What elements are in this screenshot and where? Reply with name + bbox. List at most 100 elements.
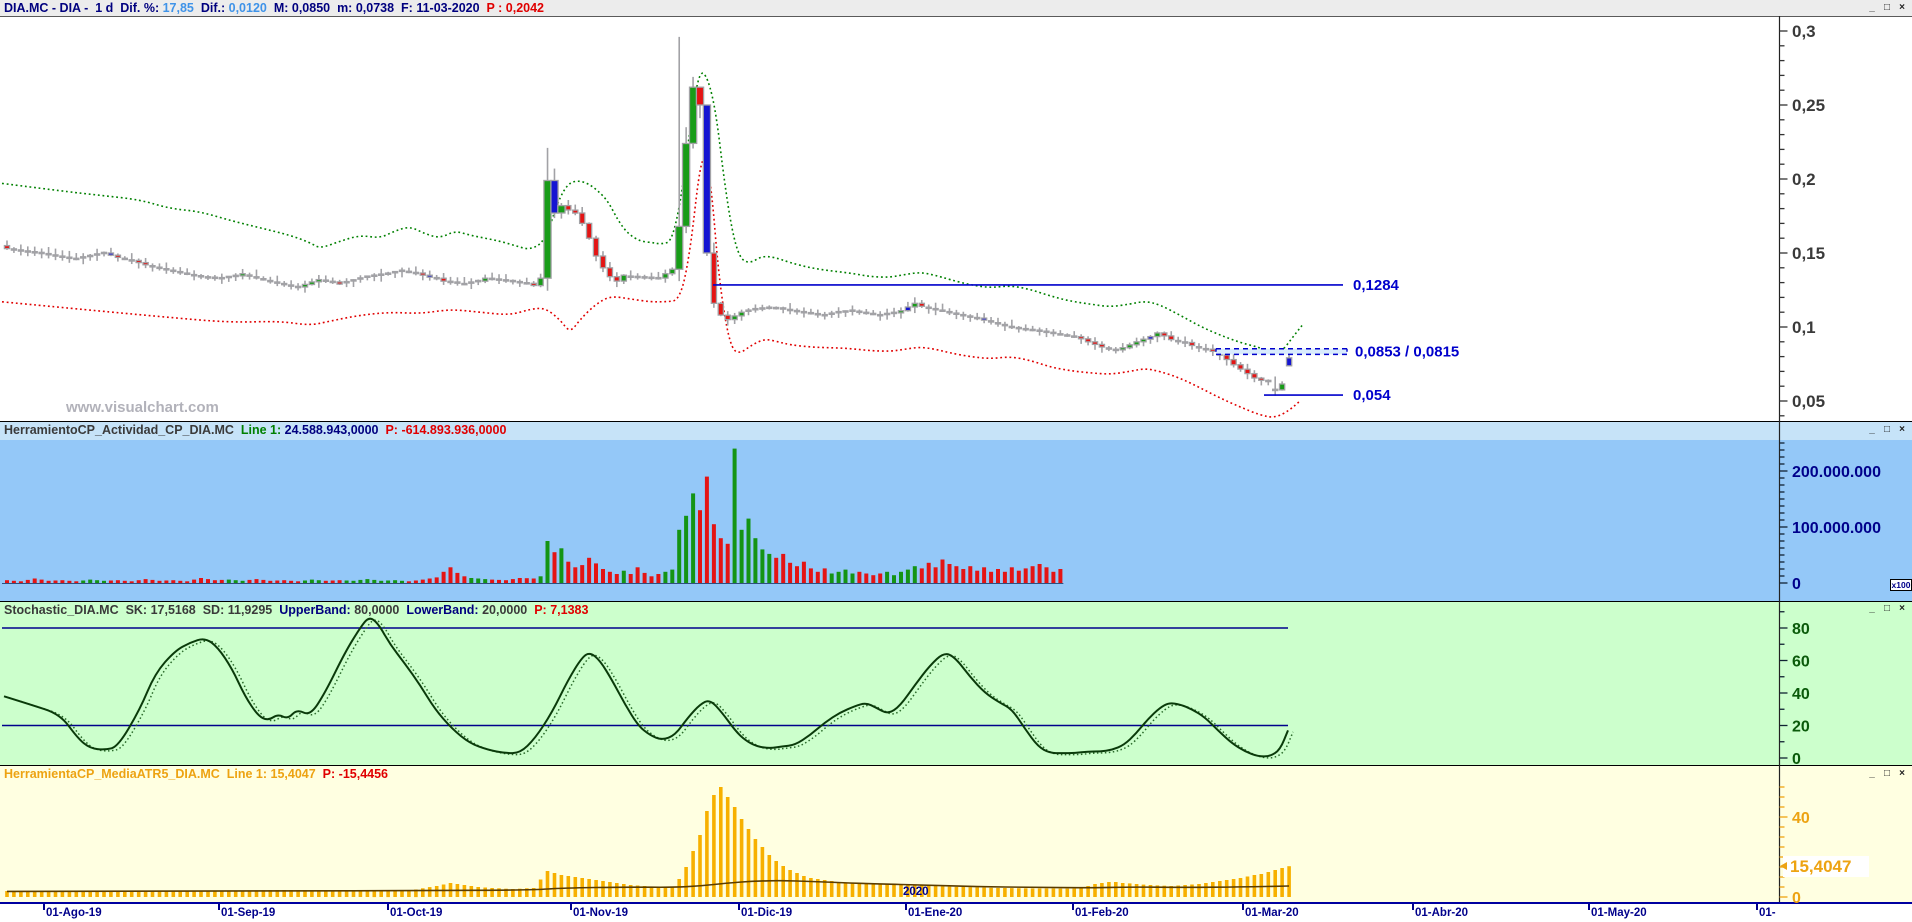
price-candle-doji (946, 310, 953, 314)
stoch-sd-value: 11,9295 (227, 603, 273, 617)
minimize-button[interactable]: _ (1869, 768, 1875, 779)
price-candle (440, 277, 447, 282)
price-candle-doji (856, 310, 863, 314)
price-candle-doji (80, 256, 87, 259)
date-tick (1412, 904, 1414, 910)
price-candle-doji (253, 276, 260, 279)
price-candle-doji (627, 275, 634, 278)
price-candle (572, 209, 579, 214)
price-candle-doji (412, 271, 420, 275)
price-candle (710, 252, 718, 304)
last-price-value: 0,2042 (505, 1, 544, 15)
price-candle (550, 179, 559, 214)
close-button[interactable]: × (1899, 424, 1905, 435)
price-band (1, 72, 1303, 354)
price-candle-doji (371, 274, 378, 277)
price-candle-doji (378, 273, 385, 276)
volume-line1-label: Line 1: (240, 423, 282, 437)
date-tick (738, 904, 740, 910)
close-button[interactable]: × (1899, 2, 1905, 13)
price-candle (738, 311, 745, 317)
price-candle (1098, 343, 1106, 348)
price-candle-doji (1043, 330, 1050, 334)
date-tick-label: 01-Ene-20 (908, 907, 963, 919)
price-candle (426, 274, 433, 278)
price-candle-doji (987, 320, 995, 323)
price-candle-doji (1022, 327, 1029, 331)
price-candle (1230, 358, 1237, 366)
price-candle (620, 274, 628, 282)
low-value: 0,0738 (355, 1, 395, 15)
minimize-button[interactable]: _ (1869, 2, 1875, 13)
price-candle-doji (447, 280, 454, 284)
price-candle (1140, 338, 1147, 343)
price-candle (599, 255, 607, 269)
price-candle (702, 104, 712, 254)
price-candle (904, 306, 912, 312)
price-candle-doji (932, 307, 939, 311)
price-candle-doji (391, 270, 399, 274)
price-level-label: 0,1284 (1353, 277, 1400, 294)
close-button[interactable]: × (1899, 603, 1905, 614)
panel-divider (0, 421, 1912, 422)
price-candle (301, 283, 309, 288)
price-candle (419, 272, 427, 276)
minimize-button[interactable]: _ (1869, 424, 1875, 435)
maximize-button[interactable]: □ (1883, 768, 1891, 779)
price-candle-doji (814, 312, 821, 316)
stoch-p-value: 7,1383 (550, 603, 589, 617)
price-candle-doji (163, 268, 170, 271)
maximize-button[interactable]: □ (1883, 424, 1891, 435)
price-level-band (1216, 348, 1347, 355)
price-candle (1167, 335, 1175, 341)
price-panel-header: DIA.MC - DIA - 1 d Dif. %: 17,85 Dif.: 0… (0, 0, 1912, 17)
price-candle-doji (1050, 331, 1057, 335)
volume-p-value: -614.893.936,0000 (401, 423, 507, 437)
price-candle-doji (66, 256, 73, 260)
date-tick (1242, 904, 1244, 910)
date-value: 11-03-2020 (416, 1, 480, 15)
price-candle (688, 86, 698, 145)
price-candle (1244, 368, 1251, 375)
atr-line1-label: Line 1: (226, 767, 268, 781)
maximize-button[interactable]: □ (1883, 2, 1891, 13)
volume-p-label: P: (385, 423, 398, 437)
price-candle-doji (31, 251, 38, 254)
price-candle-doji (960, 313, 967, 317)
time-axis[interactable]: 01-Ago-19 01-Sep-19 01-Oct-19 01-Nov-19 01-D… (0, 904, 1912, 922)
date-tick (1588, 904, 1590, 910)
instrument-name: DIA.MC - DIA - (4, 1, 89, 15)
close-button[interactable]: × (1899, 768, 1905, 779)
price-candle-doji (73, 257, 80, 261)
price-candle (1223, 354, 1230, 361)
atr-panel: HerramientaCP_MediaATR5_DIA.MC Line 1: 1… (0, 766, 1912, 902)
price-candle-doji (773, 306, 780, 310)
date-tick-label: 01-Abr-20 (1415, 907, 1469, 919)
price-candle-doji (849, 309, 856, 312)
price-candle-doji (232, 274, 239, 278)
price-candle-doji (516, 280, 523, 284)
price-candle-doji (398, 269, 406, 273)
last-price-label: P : (486, 1, 503, 15)
price-axis-label: 0,05 (1792, 392, 1825, 411)
minimize-button[interactable]: _ (1869, 603, 1875, 614)
price-candle-doji (211, 276, 219, 280)
price-candle (717, 302, 725, 316)
price-candle-doji (274, 281, 281, 284)
volume-window-controls: _ □ × (1866, 425, 1908, 436)
low-label: m: (337, 1, 353, 15)
price-candle (1209, 348, 1217, 353)
price-candle (674, 225, 684, 270)
dif-label: Dif.: (200, 1, 226, 15)
maximize-button[interactable]: □ (1883, 603, 1891, 614)
price-candle-doji (461, 282, 468, 286)
price-candle-doji (634, 275, 641, 279)
atr-p-label: P: (322, 767, 336, 781)
price-candle-doji (128, 259, 135, 262)
price-candle-doji (294, 285, 302, 289)
price-candle (731, 315, 738, 321)
price-candle-doji (745, 309, 752, 312)
price-candle-doji (24, 250, 31, 253)
price-candle-doji (890, 311, 898, 315)
